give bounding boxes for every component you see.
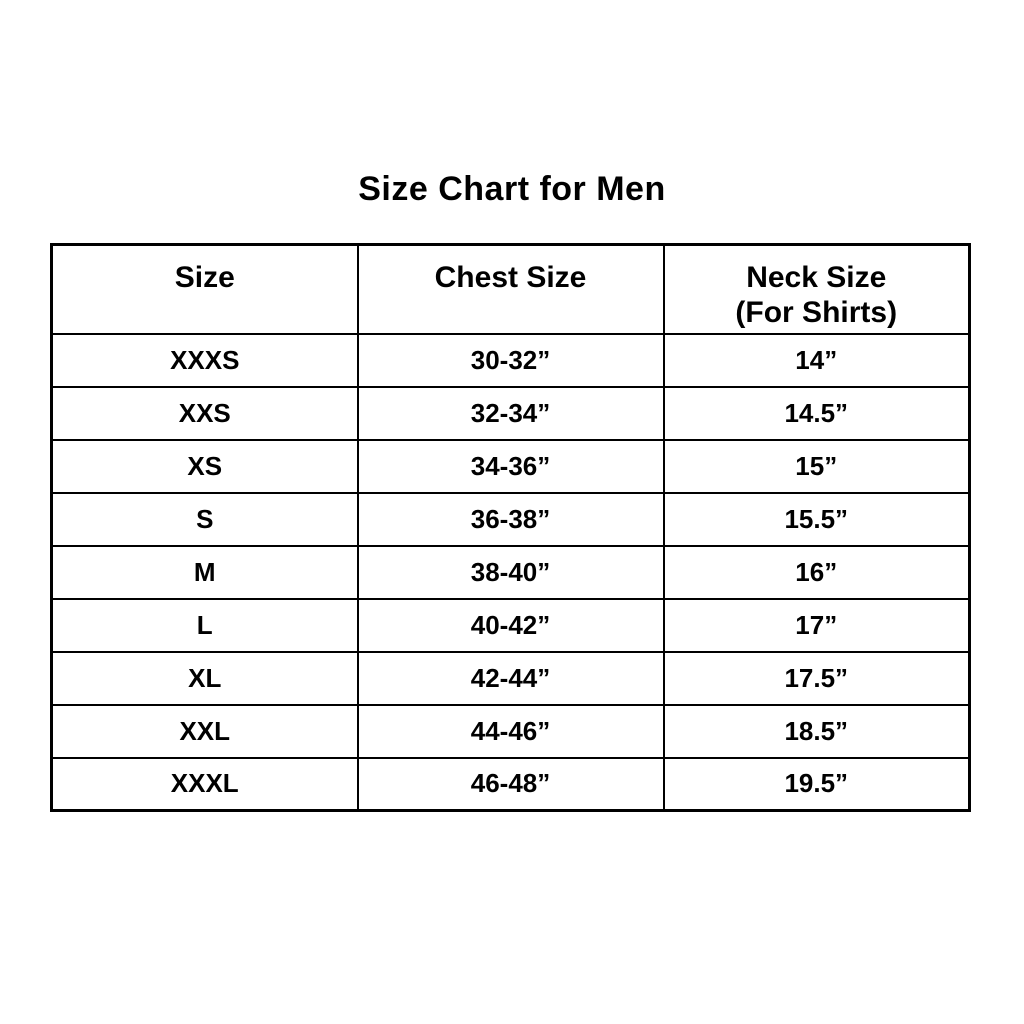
- size-chart-table: Size Chest Size Neck Size (For Shirts) X…: [50, 243, 971, 812]
- chest-cell: 30-32”: [356, 332, 665, 388]
- column-header-label: Neck Size: [746, 261, 887, 294]
- neck-cell: 15.5”: [662, 491, 971, 547]
- table-row: XXXS 30-32” 14”: [50, 332, 971, 388]
- neck-cell: 14.5”: [662, 385, 971, 441]
- size-cell: L: [50, 597, 359, 653]
- column-header-neck: Neck Size (For Shirts): [662, 243, 971, 335]
- header-row: Size Chest Size Neck Size (For Shirts): [50, 243, 971, 335]
- neck-cell: 14”: [662, 332, 971, 388]
- table-row: XL 42-44” 17.5”: [50, 650, 971, 706]
- table-row: S 36-38” 15.5”: [50, 491, 971, 547]
- table-row: L 40-42” 17”: [50, 597, 971, 653]
- table-row: XXS 32-34” 14.5”: [50, 385, 971, 441]
- column-header-sublabel: (For Shirts): [735, 296, 898, 329]
- size-cell: XXXL: [50, 756, 359, 812]
- column-header-label: Size: [174, 261, 235, 294]
- neck-cell: 17”: [662, 597, 971, 653]
- chest-cell: 42-44”: [356, 650, 665, 706]
- chest-cell: 40-42”: [356, 597, 665, 653]
- chest-cell: 32-34”: [356, 385, 665, 441]
- chest-cell: 46-48”: [356, 756, 665, 812]
- neck-cell: 15”: [662, 438, 971, 494]
- column-header-label: Chest Size: [434, 261, 587, 294]
- size-cell: S: [50, 491, 359, 547]
- size-cell: XXXS: [50, 332, 359, 388]
- chest-cell: 36-38”: [356, 491, 665, 547]
- table-row: XXL 44-46” 18.5”: [50, 703, 971, 759]
- neck-cell: 18.5”: [662, 703, 971, 759]
- column-header-chest: Chest Size: [356, 243, 665, 335]
- size-cell: XXL: [50, 703, 359, 759]
- chest-cell: 44-46”: [356, 703, 665, 759]
- column-header-size: Size: [50, 243, 359, 335]
- size-cell: XS: [50, 438, 359, 494]
- table-row: M 38-40” 16”: [50, 544, 971, 600]
- chest-cell: 34-36”: [356, 438, 665, 494]
- neck-cell: 17.5”: [662, 650, 971, 706]
- chest-cell: 38-40”: [356, 544, 665, 600]
- size-cell: M: [50, 544, 359, 600]
- table-row: XXXL 46-48” 19.5”: [50, 756, 971, 812]
- size-cell: XL: [50, 650, 359, 706]
- neck-cell: 19.5”: [662, 756, 971, 812]
- size-cell: XXS: [50, 385, 359, 441]
- page-title: Size Chart for Men: [358, 170, 666, 208]
- neck-cell: 16”: [662, 544, 971, 600]
- table-row: XS 34-36” 15”: [50, 438, 971, 494]
